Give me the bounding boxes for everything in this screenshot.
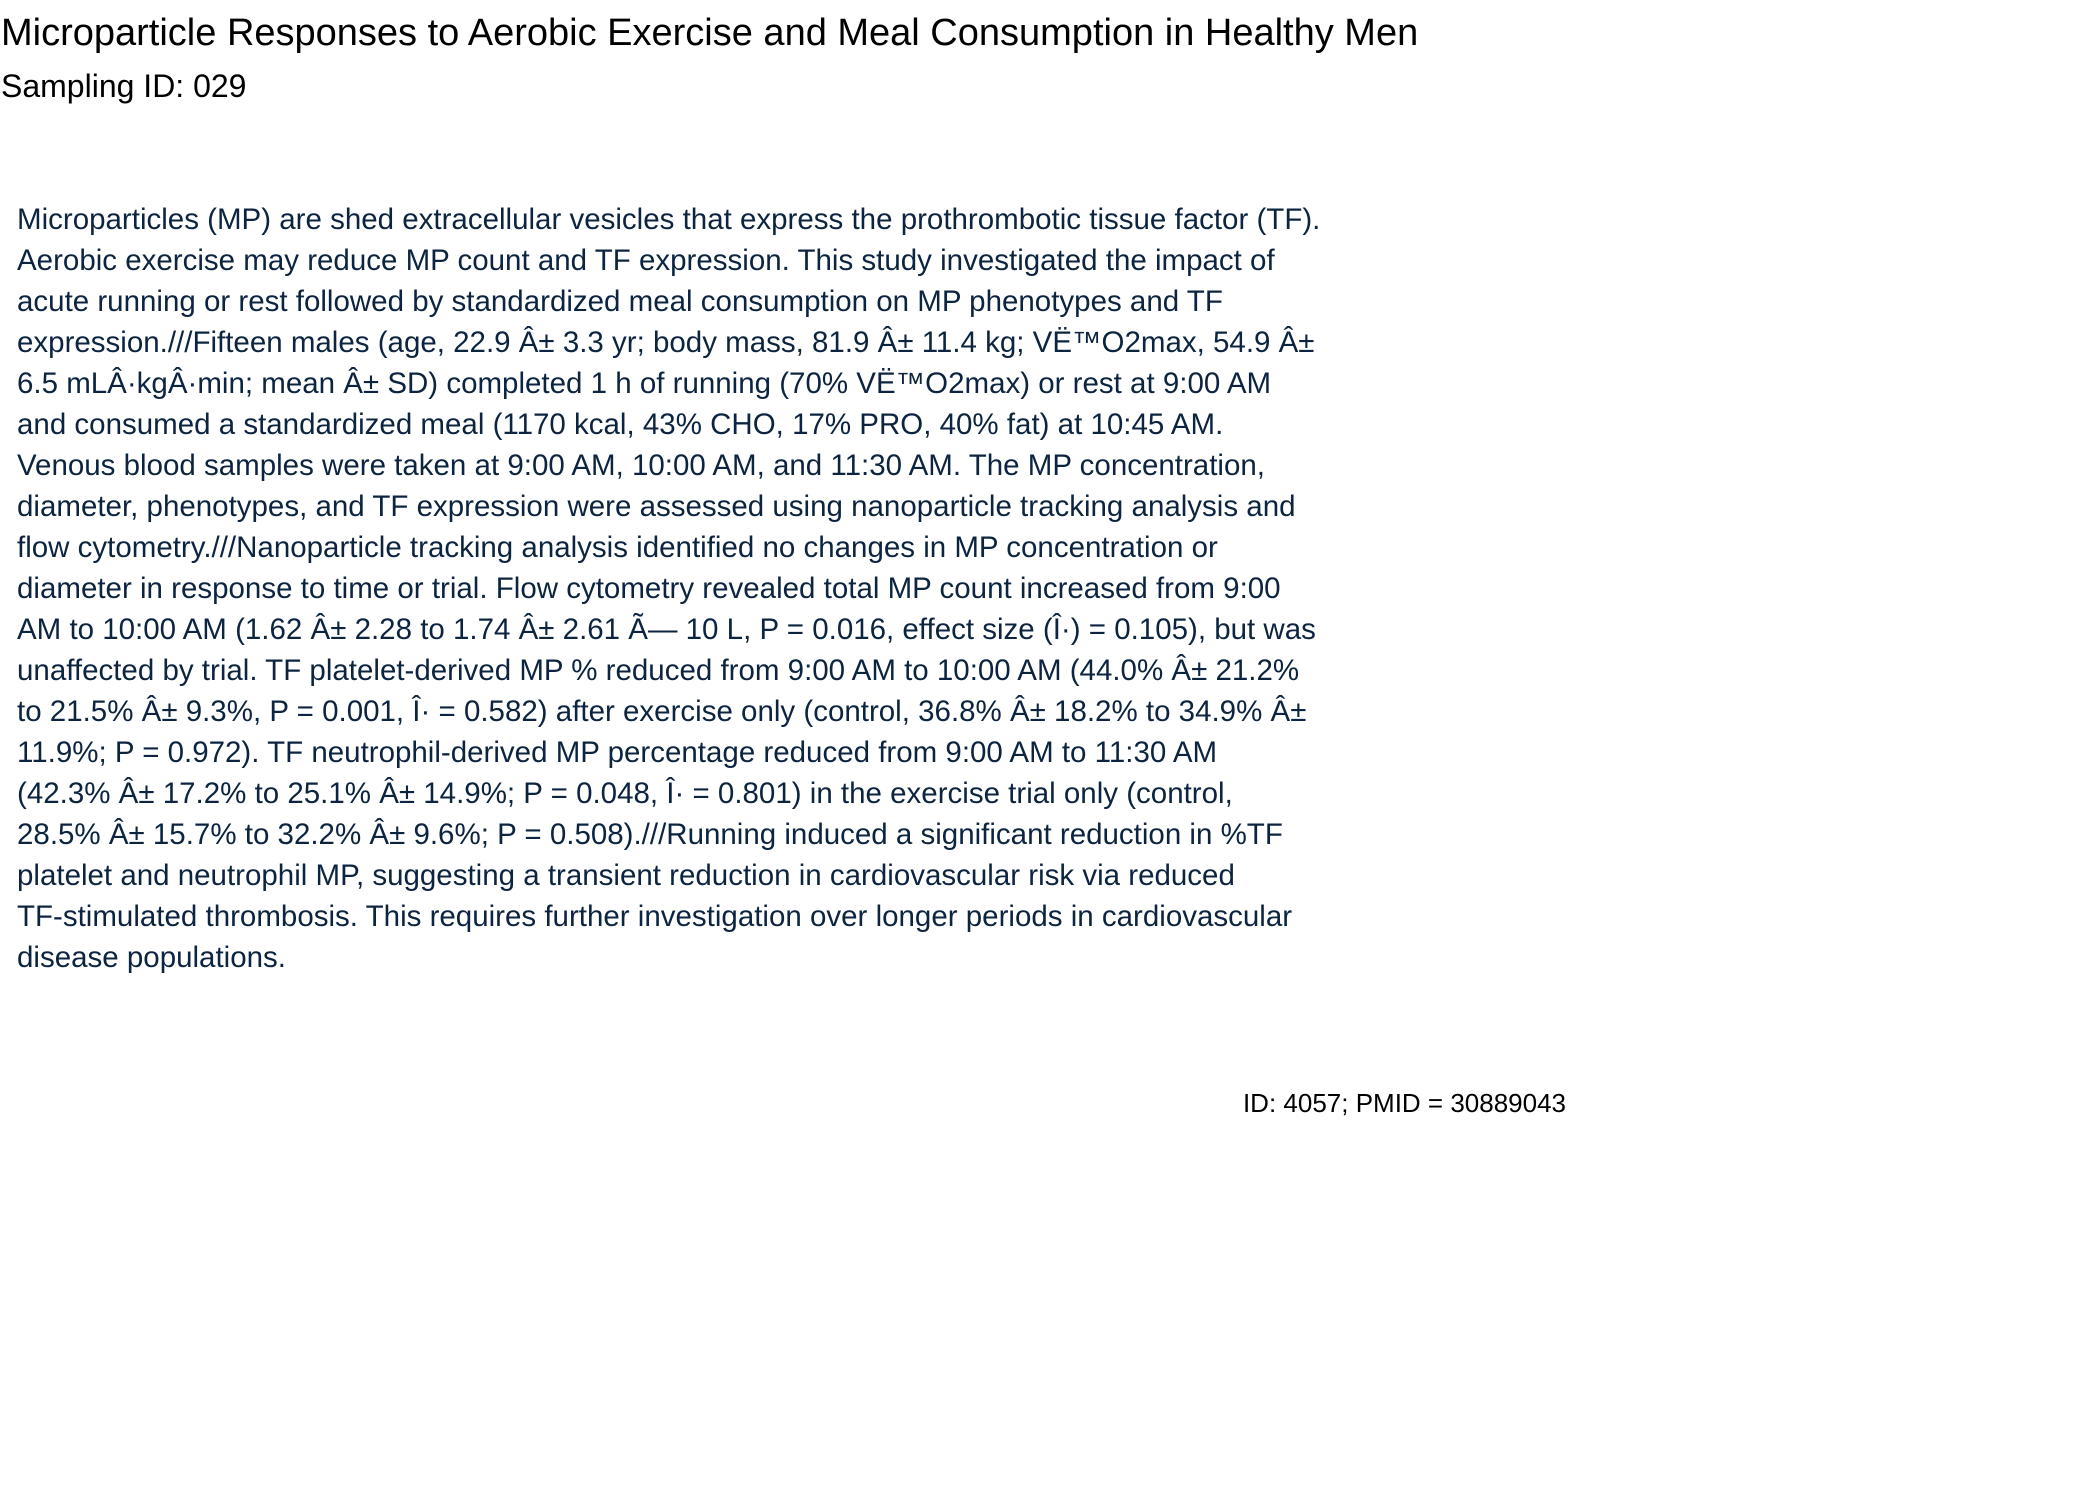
abstract-line: diameter, phenotypes, and TF expression … [17, 490, 1296, 523]
abstract-line: Venous blood samples were taken at 9:00 … [17, 449, 1265, 482]
abstract-line: disease populations. [17, 941, 286, 974]
abstract-line: acute running or rest followed by standa… [17, 285, 1223, 318]
abstract-line: unaffected by trial. TF platelet-derived… [17, 654, 1300, 687]
abstract-line: 6.5 mLÂ·kgÂ·min; mean Â± SD) completed 1… [17, 367, 1272, 400]
abstract-line: AM to 10:00 AM (1.62 Â± 2.28 to 1.74 Â± … [17, 613, 1316, 646]
abstract-line: 28.5% Â± 15.7% to 32.2% Â± 9.6%; P = 0.5… [17, 818, 1283, 851]
abstract-text: Microparticles (MP) are shed extracellul… [17, 199, 1562, 978]
abstract-line: to 21.5% Â± 9.3%, P = 0.001, Î· = 0.582)… [17, 695, 1307, 728]
sampling-id: Sampling ID: 029 [1, 68, 247, 104]
abstract-line: and consumed a standardized meal (1170 k… [17, 408, 1224, 441]
abstract-line: TF-stimulated thrombosis. This requires … [17, 900, 1293, 933]
abstract-line: flow cytometry.///Nanoparticle tracking … [17, 531, 1218, 564]
abstract-line: Microparticles (MP) are shed extracellul… [17, 203, 1321, 236]
document-title: Microparticle Responses to Aerobic Exerc… [1, 12, 1419, 54]
footer-id: ID: 4057; PMID = 30889043 [1242, 1088, 1566, 1118]
abstract-line: platelet and neutrophil MP, suggesting a… [17, 859, 1235, 892]
abstract-line: expression.///Fifteen males (age, 22.9 Â… [17, 326, 1315, 359]
abstract-line: Aerobic exercise may reduce MP count and… [17, 244, 1275, 277]
abstract-line: (42.3% Â± 17.2% to 25.1% Â± 14.9%; P = 0… [17, 777, 1233, 810]
abstract-line: 11.9%; P = 0.972). TF neutrophil-derived… [17, 736, 1218, 769]
abstract-line: diameter in response to time or trial. F… [17, 572, 1281, 605]
